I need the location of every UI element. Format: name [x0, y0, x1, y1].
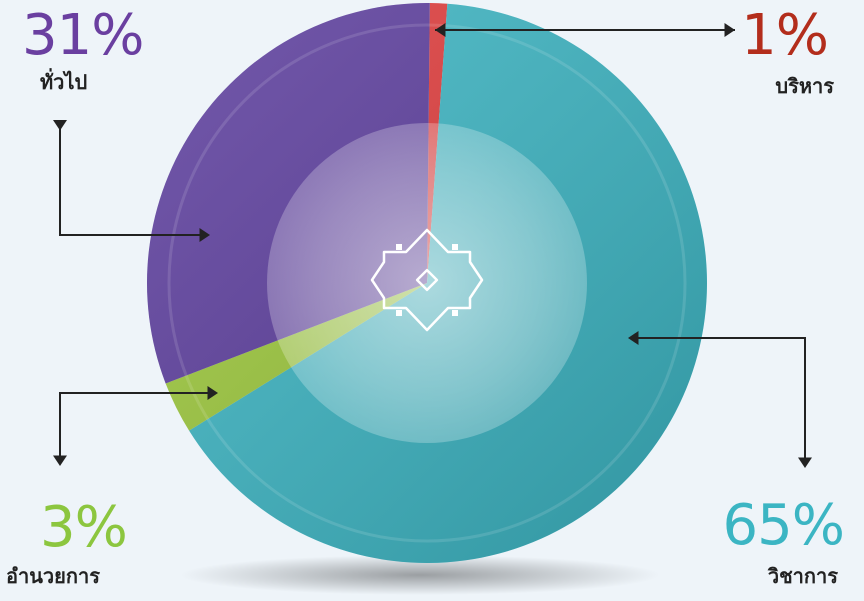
leader-academic [630, 337, 806, 465]
leader-administrative-arrow-0 [207, 386, 218, 400]
leader-academic-arrow-1 [798, 457, 812, 468]
pie-center-highlight [267, 123, 587, 443]
slice-academic-label: วิชาการ [767, 564, 838, 588]
slice-general-percent: 31% [22, 3, 144, 68]
leader-general-arrow-0 [53, 120, 67, 131]
leader-administrative-arrow-1 [53, 455, 67, 466]
leader-executive-arrow-1 [724, 23, 735, 37]
leader-lines [53, 23, 812, 468]
pie-inner-ring [167, 23, 687, 543]
leader-general-arrow-1 [199, 228, 210, 242]
slice-executive-label: บริหาร [775, 74, 834, 98]
leader-executive-arrow-0 [435, 23, 446, 37]
pie-shadow [180, 555, 660, 595]
ornament-icon [370, 228, 484, 332]
slice-administrative-label: อำนวยการ [6, 564, 100, 588]
leader-academic-arrow-0 [628, 331, 639, 345]
slice-academic-percent: 65% [722, 493, 845, 558]
leader-administrative [59, 392, 215, 462]
leader-general [59, 120, 205, 236]
slice-general-label: ทั่วไป [40, 70, 88, 94]
slice-executive-percent: 1% [741, 3, 829, 68]
slice-administrative-percent: 3% [40, 495, 128, 560]
